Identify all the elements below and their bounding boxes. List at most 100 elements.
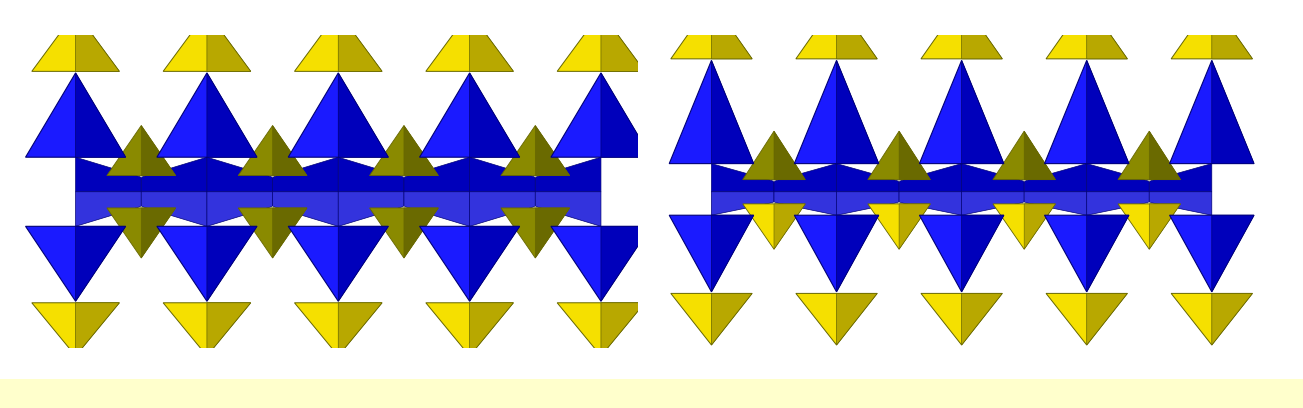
- Polygon shape: [921, 1, 1002, 59]
- Polygon shape: [107, 208, 176, 258]
- Polygon shape: [868, 131, 930, 180]
- Polygon shape: [500, 208, 569, 258]
- Polygon shape: [601, 226, 652, 301]
- Polygon shape: [774, 204, 805, 249]
- Polygon shape: [601, 303, 645, 356]
- Polygon shape: [469, 73, 520, 157]
- Polygon shape: [671, 1, 752, 59]
- Polygon shape: [837, 1, 877, 59]
- Polygon shape: [601, 12, 645, 71]
- Polygon shape: [743, 204, 805, 249]
- Polygon shape: [920, 60, 1003, 164]
- Polygon shape: [339, 192, 404, 226]
- Polygon shape: [711, 293, 752, 345]
- Polygon shape: [76, 192, 141, 226]
- Polygon shape: [500, 126, 569, 175]
- Polygon shape: [920, 215, 1003, 292]
- Polygon shape: [1046, 1, 1127, 59]
- Polygon shape: [962, 293, 1002, 345]
- Polygon shape: [1003, 202, 1045, 215]
- Polygon shape: [962, 60, 1003, 164]
- Polygon shape: [107, 126, 176, 175]
- Polygon shape: [163, 303, 250, 356]
- Polygon shape: [339, 157, 404, 192]
- Polygon shape: [711, 60, 753, 164]
- Polygon shape: [339, 226, 388, 301]
- Polygon shape: [141, 192, 207, 226]
- Polygon shape: [1171, 293, 1252, 345]
- Polygon shape: [795, 215, 878, 292]
- Polygon shape: [536, 157, 601, 192]
- Polygon shape: [257, 157, 288, 177]
- Polygon shape: [388, 206, 420, 226]
- Polygon shape: [1149, 192, 1212, 215]
- Polygon shape: [837, 293, 877, 345]
- Polygon shape: [404, 126, 438, 175]
- Polygon shape: [558, 12, 645, 71]
- Polygon shape: [774, 131, 805, 180]
- Polygon shape: [1087, 164, 1149, 192]
- Polygon shape: [1024, 192, 1087, 215]
- Polygon shape: [837, 164, 899, 192]
- Polygon shape: [141, 208, 176, 258]
- Polygon shape: [288, 73, 388, 157]
- Polygon shape: [962, 192, 1024, 215]
- Polygon shape: [962, 215, 1003, 292]
- Polygon shape: [1045, 60, 1128, 164]
- Polygon shape: [469, 12, 513, 71]
- Polygon shape: [962, 164, 1024, 192]
- Polygon shape: [1212, 60, 1253, 164]
- Polygon shape: [993, 131, 1055, 180]
- Polygon shape: [426, 303, 513, 356]
- Polygon shape: [76, 12, 120, 71]
- Polygon shape: [1149, 131, 1181, 180]
- Polygon shape: [993, 204, 1055, 249]
- Polygon shape: [26, 226, 125, 301]
- Polygon shape: [520, 206, 551, 226]
- Polygon shape: [711, 1, 752, 59]
- Polygon shape: [558, 303, 645, 356]
- Polygon shape: [796, 293, 877, 345]
- Polygon shape: [711, 192, 774, 215]
- Polygon shape: [339, 303, 382, 356]
- Polygon shape: [420, 226, 520, 301]
- Polygon shape: [156, 226, 257, 301]
- Polygon shape: [1118, 131, 1181, 180]
- Text: (b): (b): [696, 313, 719, 329]
- Polygon shape: [551, 73, 652, 157]
- Polygon shape: [795, 60, 878, 164]
- Polygon shape: [837, 60, 878, 164]
- Polygon shape: [899, 164, 962, 192]
- Polygon shape: [1149, 204, 1181, 249]
- Text: (a): (a): [590, 313, 614, 329]
- Polygon shape: [1212, 293, 1252, 345]
- Polygon shape: [31, 12, 120, 71]
- Polygon shape: [837, 215, 878, 292]
- Polygon shape: [551, 226, 652, 301]
- Polygon shape: [536, 126, 569, 175]
- Polygon shape: [878, 164, 920, 181]
- Polygon shape: [1128, 164, 1170, 181]
- Polygon shape: [1087, 1, 1127, 59]
- Polygon shape: [837, 192, 899, 215]
- Polygon shape: [1170, 60, 1253, 164]
- Polygon shape: [774, 164, 837, 192]
- Polygon shape: [426, 12, 513, 71]
- Polygon shape: [1024, 204, 1055, 249]
- Polygon shape: [125, 157, 156, 177]
- Polygon shape: [238, 126, 308, 175]
- Polygon shape: [520, 157, 551, 177]
- Polygon shape: [1024, 164, 1087, 192]
- Polygon shape: [469, 157, 536, 192]
- Polygon shape: [339, 73, 388, 157]
- Polygon shape: [163, 12, 250, 71]
- Polygon shape: [76, 226, 125, 301]
- Polygon shape: [294, 12, 382, 71]
- Polygon shape: [1003, 164, 1045, 181]
- Polygon shape: [1087, 192, 1149, 215]
- Polygon shape: [420, 73, 520, 157]
- Polygon shape: [1046, 293, 1127, 345]
- Polygon shape: [743, 131, 805, 180]
- Polygon shape: [31, 303, 120, 356]
- Polygon shape: [207, 192, 272, 226]
